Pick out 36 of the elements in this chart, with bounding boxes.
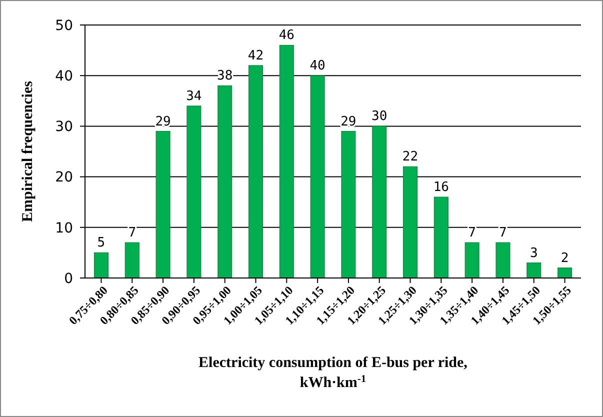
data-label: 46 [278, 28, 294, 44]
bar [186, 106, 202, 278]
bar [496, 242, 510, 278]
data-label: 2 [560, 250, 569, 266]
bar [558, 268, 572, 278]
y-tick-label: 20 [55, 170, 73, 186]
bar [94, 252, 108, 278]
y-tick-label: 0 [64, 270, 73, 287]
bar [279, 44, 294, 278]
bar [310, 75, 325, 278]
y-tick-label: 10 [55, 220, 73, 236]
data-label: 29 [340, 114, 356, 130]
y-tick-label: 40 [55, 68, 73, 84]
bar [218, 85, 232, 278]
data-label: 3 [530, 246, 538, 261]
data-label: 22 [402, 150, 418, 165]
bar [434, 196, 448, 278]
bar [124, 242, 140, 278]
bar [372, 126, 387, 278]
data-label: 40 [310, 58, 326, 74]
y-tick-label: 30 [55, 119, 73, 136]
data-label: 42 [248, 48, 264, 64]
bar [464, 242, 480, 278]
bar [341, 130, 356, 278]
bar [156, 130, 170, 278]
data-label: 29 [155, 114, 171, 130]
data-label: 30 [372, 109, 388, 124]
y-tick-label: 50 [55, 18, 73, 34]
bar [248, 65, 263, 278]
data-label: 16 [433, 180, 449, 196]
x-axis-title: Electricity consumption of E-bus per ride, kWh·km$^{-1}$ [198, 355, 468, 391]
data-label: 5 [97, 236, 106, 251]
bar [403, 166, 418, 278]
y-axis-title: Empirical frequencies [20, 80, 36, 222]
bar [526, 262, 542, 278]
data-label: 34 [186, 88, 202, 104]
